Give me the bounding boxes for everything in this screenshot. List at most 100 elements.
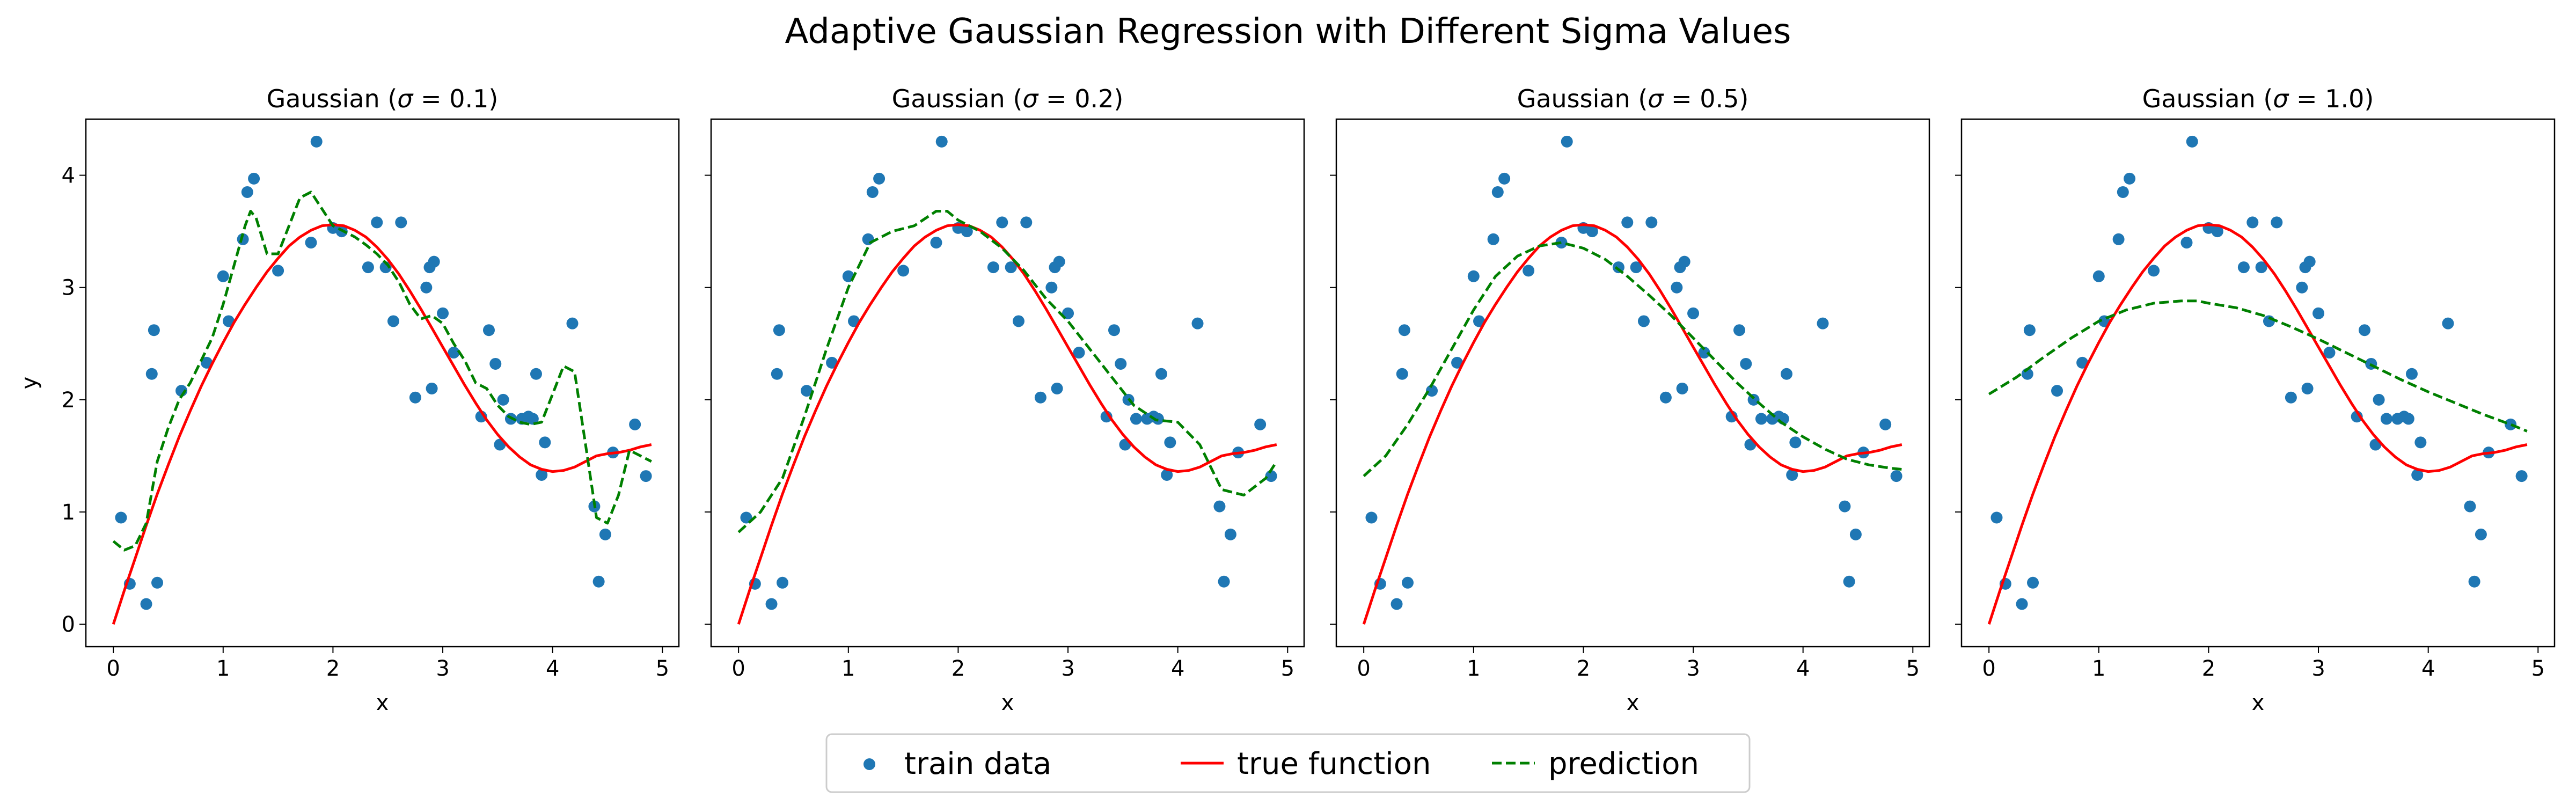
x-tick-label: 0 bbox=[1357, 656, 1370, 681]
train-data-point bbox=[1051, 382, 1063, 394]
legend-item: prediction bbox=[1492, 747, 1699, 781]
train-data-point bbox=[1161, 469, 1173, 481]
train-data-point bbox=[2124, 172, 2136, 185]
train-data-point bbox=[897, 265, 910, 277]
train-data-point bbox=[2468, 575, 2480, 588]
true-function-line bbox=[112, 223, 652, 625]
train-data-point bbox=[801, 385, 813, 397]
train-data-point bbox=[272, 265, 284, 277]
train-data-point bbox=[961, 225, 973, 238]
legend-item: true function bbox=[1181, 747, 1431, 781]
train-data-point bbox=[395, 216, 407, 229]
train-data-point bbox=[148, 324, 160, 336]
train-data-point bbox=[1130, 413, 1142, 425]
train-data-point bbox=[428, 255, 440, 268]
train-data-point bbox=[1561, 135, 1573, 148]
train-data-point bbox=[489, 357, 502, 370]
train-data-point bbox=[1487, 233, 1499, 245]
legend-item: train data bbox=[863, 747, 1051, 781]
x-tick-label: 1 bbox=[1467, 656, 1480, 681]
figure-title: Adaptive Gaussian Regression with Differ… bbox=[785, 12, 1791, 52]
train-data-point bbox=[2380, 413, 2392, 425]
train-data-point bbox=[140, 598, 152, 610]
x-tick-label: 1 bbox=[216, 656, 230, 681]
train-data-point bbox=[2358, 324, 2370, 336]
train-data-point bbox=[2405, 368, 2418, 380]
train-data-point bbox=[599, 528, 611, 540]
axes-frame bbox=[710, 118, 1305, 648]
axes-frame bbox=[1960, 118, 2556, 648]
train-data-point bbox=[1676, 382, 1688, 394]
train-data-point bbox=[2148, 265, 2160, 277]
train-data-point bbox=[848, 315, 860, 327]
train-data-point bbox=[536, 469, 548, 481]
train-data-point bbox=[592, 575, 605, 588]
train-data-point bbox=[1053, 255, 1065, 268]
x-tick-label: 4 bbox=[1171, 656, 1184, 681]
train-data-point bbox=[2442, 317, 2454, 330]
x-tick-label: 0 bbox=[731, 656, 745, 681]
train-data-point bbox=[1396, 368, 1408, 380]
train-data-point bbox=[248, 172, 260, 185]
train-data-point bbox=[1115, 357, 1127, 370]
plot-data bbox=[1987, 135, 2528, 625]
train-data-point bbox=[1491, 186, 1504, 198]
train-data-point bbox=[826, 356, 838, 369]
train-data-point bbox=[387, 315, 399, 327]
train-data-point bbox=[935, 135, 948, 148]
train-data-point bbox=[1678, 255, 1690, 268]
train-data-point bbox=[1698, 347, 1710, 359]
subplot-title-suffix: = 0.1) bbox=[413, 84, 498, 113]
train-data-point bbox=[2515, 470, 2528, 482]
train-data-point bbox=[420, 281, 433, 294]
train-data-point bbox=[2373, 393, 2385, 406]
subplot-3: Gaussian (σ = 0.5) 0 1 2 3 4 5 x bbox=[1330, 84, 1930, 715]
train-data-point bbox=[539, 436, 551, 449]
plot-area bbox=[1962, 119, 2555, 647]
subplot-title-suffix: = 0.5) bbox=[1663, 84, 1748, 113]
train-data-point bbox=[866, 186, 879, 198]
train-data-point bbox=[1586, 225, 1598, 238]
plot-data bbox=[112, 135, 652, 625]
subplot-title-suffix: = 1.0) bbox=[2288, 84, 2374, 113]
x-tick-label: 4 bbox=[546, 656, 559, 681]
subplot-title-sigma: σ bbox=[2273, 84, 2289, 113]
train-data-point bbox=[2237, 261, 2250, 274]
x-tick-label: 2 bbox=[326, 656, 340, 681]
train-data-point bbox=[2475, 528, 2487, 540]
train-data-point bbox=[777, 576, 789, 589]
train-data-point bbox=[1034, 391, 1046, 404]
train-data-point bbox=[1265, 470, 1277, 482]
train-data-point bbox=[1671, 281, 1683, 294]
train-data-point bbox=[2323, 347, 2336, 359]
train-data-point bbox=[2296, 281, 2308, 294]
train-data-point bbox=[223, 315, 235, 327]
x-tick-label: 2 bbox=[1577, 656, 1590, 681]
train-data-point bbox=[1108, 324, 1120, 336]
y-tick-label: 4 bbox=[62, 164, 75, 188]
train-data-point bbox=[151, 576, 164, 589]
y-tick-label: 0 bbox=[62, 612, 75, 637]
train-data-point bbox=[1843, 575, 1855, 588]
train-data-point bbox=[2464, 500, 2476, 513]
train-data-point bbox=[1045, 281, 1058, 294]
train-data-point bbox=[1755, 413, 1767, 425]
train-data-point bbox=[2402, 413, 2414, 425]
train-data-point bbox=[2271, 216, 2283, 229]
subplot-1: Gaussian (σ = 0.1) 0 1 2 3 4 5 0 1 2 3 4 x y bbox=[17, 84, 680, 715]
x-axis-label: x bbox=[1627, 691, 1640, 715]
train-data-point bbox=[1817, 317, 1829, 330]
train-data-point bbox=[1733, 324, 1745, 336]
legend: train data true function prediction bbox=[825, 733, 1751, 793]
true-function-line bbox=[1362, 223, 1902, 625]
true-function-line bbox=[1987, 223, 2528, 625]
y-tick-label: 3 bbox=[62, 276, 75, 301]
train-data-point bbox=[2016, 598, 2028, 610]
train-data-point bbox=[2246, 216, 2259, 229]
subplot-2: Gaussian (σ = 0.2) 0 1 2 3 4 5 x bbox=[705, 84, 1305, 715]
y-axis-label: y bbox=[17, 377, 42, 390]
train-data-point bbox=[566, 317, 579, 330]
train-data-point bbox=[1073, 347, 1085, 359]
subplot-title-sigma: σ bbox=[397, 84, 414, 113]
x-axis-label: x bbox=[1001, 691, 1014, 715]
